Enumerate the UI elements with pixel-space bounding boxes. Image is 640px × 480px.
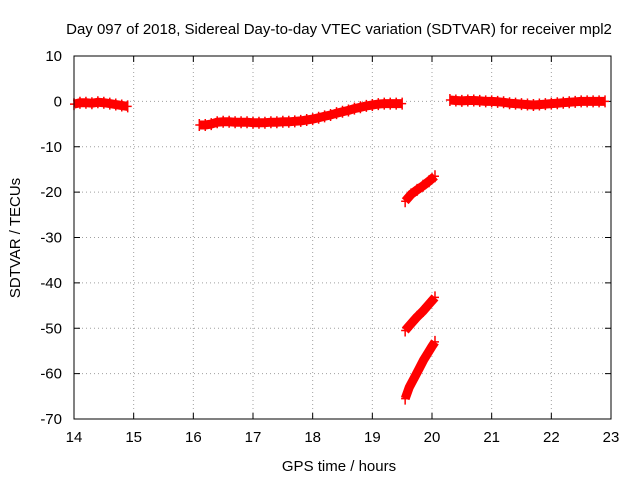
x-tick-label: 15 bbox=[125, 429, 142, 446]
data-point bbox=[302, 113, 311, 126]
y-tick-label: -40 bbox=[40, 275, 62, 292]
data-series bbox=[70, 96, 132, 113]
data-point bbox=[326, 108, 335, 121]
data-point bbox=[308, 113, 317, 126]
y-tick-label: -20 bbox=[40, 184, 62, 201]
data-point bbox=[356, 101, 365, 114]
data-point bbox=[419, 305, 428, 318]
chart-title: Day 097 of 2018, Sidereal Day-to-day VTE… bbox=[66, 21, 612, 38]
data-point bbox=[414, 363, 423, 376]
y-tick-label: -70 bbox=[40, 411, 62, 428]
data-point bbox=[424, 346, 433, 359]
x-axis-label: GPS time / hours bbox=[282, 458, 396, 475]
data-series bbox=[400, 335, 439, 405]
data-point bbox=[401, 392, 410, 405]
data-point bbox=[430, 170, 439, 183]
data-point bbox=[413, 183, 422, 196]
data-point bbox=[314, 111, 323, 124]
x-axis: 14 15 16 17 18 19 20 21 22 23 bbox=[66, 429, 620, 446]
y-axis: 10 0 -10 -20 -30 -40 -50 -60 -70 bbox=[40, 48, 62, 428]
y-tick-label: 0 bbox=[54, 93, 62, 110]
data-point bbox=[338, 105, 347, 118]
data-point bbox=[410, 372, 419, 385]
y-tick-label: 10 bbox=[45, 48, 62, 65]
y-axis-label: SDTVAR / TECUs bbox=[7, 178, 24, 298]
x-tick-label: 17 bbox=[245, 429, 262, 446]
data-point bbox=[368, 99, 377, 112]
data-point bbox=[401, 324, 410, 337]
data-point bbox=[320, 110, 329, 123]
data-series bbox=[195, 97, 407, 131]
x-tick-label: 16 bbox=[185, 429, 202, 446]
data-point bbox=[332, 107, 341, 120]
plot-frame bbox=[73, 55, 612, 420]
data-point bbox=[430, 335, 439, 348]
series-band bbox=[401, 172, 438, 205]
data-point bbox=[499, 96, 508, 109]
data-point bbox=[425, 298, 434, 311]
data-point bbox=[111, 98, 120, 111]
data-point bbox=[405, 381, 414, 394]
data-point bbox=[413, 310, 422, 323]
y-tick-label: -30 bbox=[40, 230, 62, 247]
data-series bbox=[445, 94, 610, 112]
x-tick-label: 19 bbox=[364, 429, 381, 446]
data-point bbox=[350, 102, 359, 115]
data-point bbox=[407, 188, 416, 201]
y-tick-label: -10 bbox=[40, 139, 62, 156]
data-point bbox=[207, 118, 216, 131]
x-tick-label: 21 bbox=[483, 429, 500, 446]
data-point bbox=[601, 95, 610, 108]
x-tick-label: 20 bbox=[424, 429, 441, 446]
data-point bbox=[430, 291, 439, 304]
data-point bbox=[344, 104, 353, 117]
data-point bbox=[117, 99, 126, 112]
data-point bbox=[201, 118, 210, 131]
x-tick-label: 14 bbox=[66, 429, 83, 446]
data-point bbox=[296, 114, 305, 127]
y-tick-label: -50 bbox=[40, 320, 62, 337]
data-point bbox=[398, 97, 407, 110]
x-tick-label: 22 bbox=[543, 429, 560, 446]
data-point bbox=[123, 100, 132, 113]
data-point bbox=[419, 179, 428, 192]
data-point bbox=[407, 317, 416, 330]
x-tick-label: 23 bbox=[603, 429, 620, 446]
data-point bbox=[99, 96, 108, 109]
data-point bbox=[419, 354, 428, 367]
x-tick-label: 18 bbox=[304, 429, 321, 446]
data-point bbox=[105, 97, 114, 110]
data-point bbox=[401, 195, 410, 208]
data-point bbox=[87, 97, 96, 110]
y-tick-label: -60 bbox=[40, 366, 62, 383]
data-series bbox=[401, 170, 439, 208]
series-band bbox=[401, 294, 439, 334]
series-layer bbox=[70, 94, 610, 405]
data-point bbox=[362, 99, 371, 112]
data-point bbox=[425, 175, 434, 188]
data-series bbox=[401, 291, 439, 337]
